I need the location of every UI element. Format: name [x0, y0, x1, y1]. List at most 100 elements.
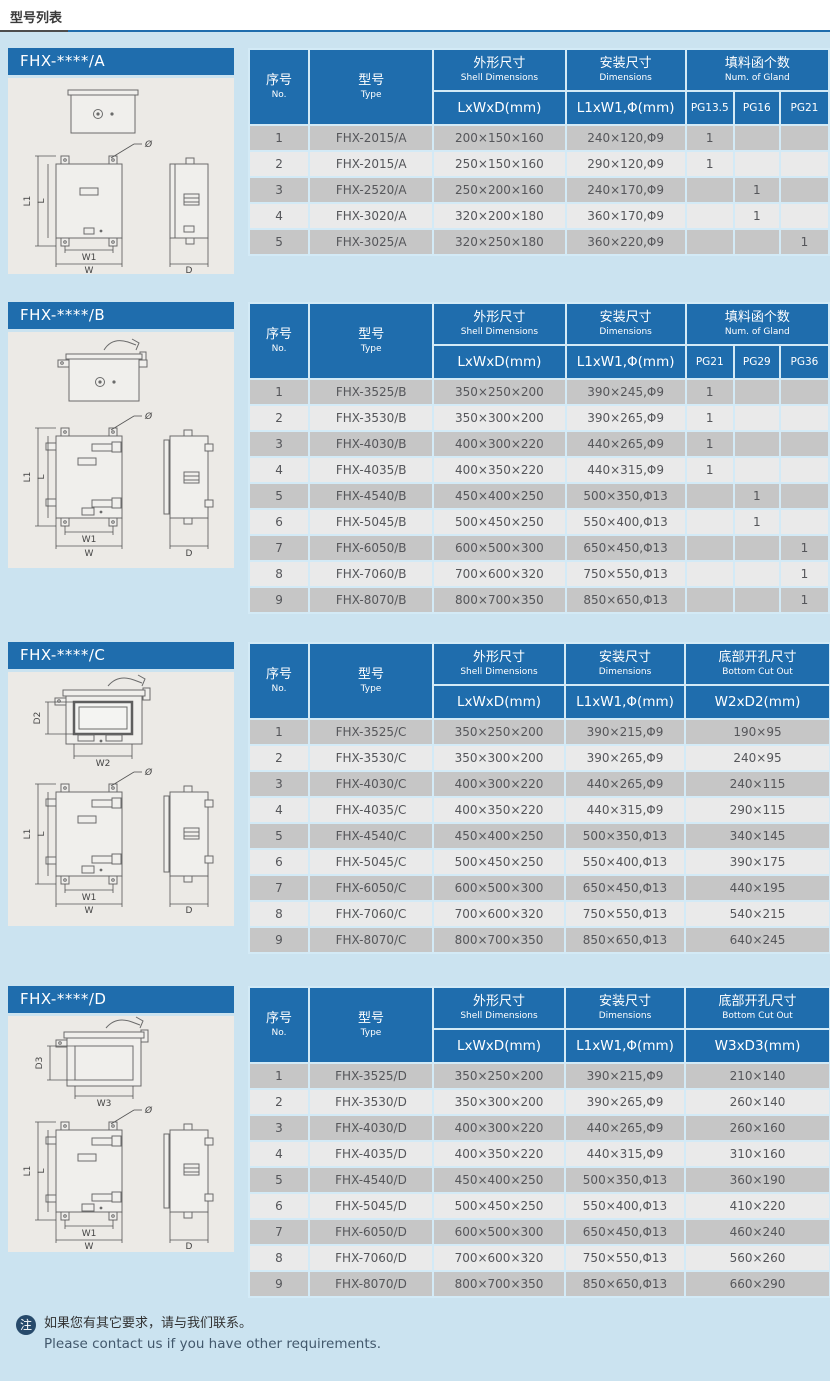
table-row: 9 FHX-8070/D 800×700×350 850×650,Φ13 660… [250, 1272, 829, 1296]
cell-shell-dimensions: 800×700×350 [434, 928, 564, 952]
cell-gland-1 [686, 230, 733, 254]
cell-mount-dimensions: 440×265,Φ9 [566, 1116, 684, 1140]
dim-label-w: W [85, 549, 94, 559]
section-a: FHX-****/A [8, 48, 830, 274]
gland-size-header: PG16 [734, 92, 779, 124]
col-cutout-header: 底部开孔尺寸 Bottom Cut Out [686, 644, 829, 684]
cell-no: 1 [250, 380, 309, 404]
cell-gland-1 [686, 510, 733, 534]
table-row: 2 FHX-3530/B 350×300×200 390×265,Φ9 1 [250, 406, 828, 430]
cell-mount-dimensions: 440×315,Φ9 [566, 1142, 684, 1166]
col-type-header: 型号 Type [310, 50, 433, 124]
cell-shell-dimensions: 800×700×350 [434, 1272, 564, 1296]
cell-no: 1 [250, 126, 309, 150]
cell-no: 6 [250, 1194, 308, 1218]
col-no-header: 序号 No. [250, 988, 308, 1062]
dim-label-w: W [85, 266, 94, 274]
cell-mount-dimensions: 750×550,Φ13 [566, 902, 684, 926]
cell-shell-dimensions: 700×600×320 [434, 902, 564, 926]
dim-label-w: W [85, 1242, 94, 1252]
cell-gland-3 [780, 484, 828, 508]
cell-mount-dimensions: 390×215,Φ9 [566, 720, 684, 744]
cell-gland-2 [734, 380, 779, 404]
panel-b-title: FHX-****/B [8, 302, 234, 329]
cell-gland-3: 1 [780, 562, 828, 586]
cell-type: FHX-8070/D [310, 1272, 432, 1296]
cell-shell-dimensions: 320×250×180 [434, 230, 565, 254]
cell-mount-dimensions: 390×265,Φ9 [566, 406, 685, 430]
dim-label-l1: L1 [23, 829, 33, 840]
technical-drawing-a: L1 L W1 W Ø D [23, 89, 209, 274]
dim-label-l1: L1 [23, 472, 33, 483]
dim-label-l: L [37, 1168, 47, 1173]
shell-unit-header: LxWxD(mm) [434, 346, 565, 378]
cell-type: FHX-3530/B [310, 406, 433, 430]
cell-no: 2 [250, 406, 309, 430]
technical-drawing-c: D2 W2 L1 L [23, 674, 214, 916]
cell-gland-2 [734, 152, 779, 176]
spec-table-d: 序号 No. 型号 Type 外形尺寸 Shell Dimensions 安装尺寸 Di… [248, 986, 830, 1298]
cell-cutout-dimensions: 290×115 [686, 798, 829, 822]
table-row: 6 FHX-5045/D 500×450×250 550×400,Φ13 410… [250, 1194, 829, 1218]
dim-label-d: D [186, 266, 193, 274]
cell-no: 6 [250, 510, 309, 534]
cell-shell-dimensions: 500×450×250 [434, 1194, 564, 1218]
col-type-header: 型号 Type [310, 644, 432, 718]
cell-no: 5 [250, 230, 309, 254]
note: 注 如果您有其它要求，请与我们联系。 Please contact us if … [16, 1314, 830, 1354]
cell-no: 4 [250, 204, 309, 228]
cell-shell-dimensions: 350×250×200 [434, 720, 564, 744]
table-row: 5 FHX-3025/A 320×250×180 360×220,Φ9 1 [250, 230, 828, 254]
cell-cutout-dimensions: 640×245 [686, 928, 829, 952]
col-mount-header: 安装尺寸 Dimensions [566, 50, 685, 90]
table-row: 3 FHX-4030/C 400×300×220 440×265,Φ9 240×… [250, 772, 829, 796]
col-shell-header: 外形尺寸 Shell Dimensions [434, 988, 564, 1028]
cell-shell-dimensions: 350×300×200 [434, 406, 565, 430]
dim-label-w3: W3 [97, 1099, 112, 1109]
cell-gland-2 [734, 432, 779, 456]
cell-gland-1 [686, 562, 733, 586]
panel-b: FHX-****/B [8, 302, 234, 568]
cell-shell-dimensions: 200×150×160 [434, 126, 565, 150]
cell-mount-dimensions: 240×170,Φ9 [566, 178, 685, 202]
col-shell-header: 外形尺寸 Shell Dimensions [434, 304, 565, 344]
cell-type: FHX-7060/B [310, 562, 433, 586]
table-row: 8 FHX-7060/D 700×600×320 750×550,Φ13 560… [250, 1246, 829, 1270]
cell-mount-dimensions: 650×450,Φ13 [566, 876, 684, 900]
cell-mount-dimensions: 290×120,Φ9 [566, 152, 685, 176]
cell-gland-1 [686, 484, 733, 508]
dim-label-l1: L1 [23, 196, 33, 207]
cell-gland-1 [686, 178, 733, 202]
cell-type: FHX-4540/C [310, 824, 432, 848]
cell-mount-dimensions: 550×400,Φ13 [566, 510, 685, 534]
cell-shell-dimensions: 400×350×220 [434, 798, 564, 822]
shell-unit-header: LxWxD(mm) [434, 686, 564, 718]
cell-shell-dimensions: 350×250×200 [434, 1064, 564, 1088]
cell-no: 2 [250, 1090, 308, 1114]
table-row: 7 FHX-6050/D 600×500×300 650×450,Φ13 460… [250, 1220, 829, 1244]
cell-type: FHX-4540/B [310, 484, 433, 508]
dim-label-w2: W2 [96, 759, 111, 769]
col-gland-header: 填料函个数 Num. of Gland [686, 304, 828, 344]
cell-gland-2: 1 [734, 510, 779, 534]
cell-shell-dimensions: 800×700×350 [434, 588, 565, 612]
dim-label-l: L [37, 198, 47, 203]
cell-type: FHX-5045/B [310, 510, 433, 534]
col-no-header: 序号 No. [250, 304, 309, 378]
table-row: 4 FHX-4035/B 400×350×220 440×315,Φ9 1 [250, 458, 828, 482]
col-mount-header: 安装尺寸 Dimensions [566, 988, 684, 1028]
cell-type: FHX-4035/C [310, 798, 432, 822]
cell-type: FHX-4030/D [310, 1116, 432, 1140]
cell-no: 7 [250, 876, 308, 900]
cell-mount-dimensions: 850×650,Φ13 [566, 928, 684, 952]
cell-gland-1: 1 [686, 406, 733, 430]
col-gland-header: 填料函个数 Num. of Gland [686, 50, 828, 90]
cell-gland-2 [734, 406, 779, 430]
panel-a: FHX-****/A [8, 48, 234, 274]
cell-no: 7 [250, 1220, 308, 1244]
mount-unit-header: L1xW1,Φ(mm) [566, 346, 685, 378]
note-text-zh: 如果您有其它要求，请与我们联系。 [44, 1316, 253, 1331]
cell-mount-dimensions: 550×400,Φ13 [566, 1194, 684, 1218]
dim-label-dia: Ø [144, 1105, 153, 1116]
cell-gland-1 [686, 204, 733, 228]
